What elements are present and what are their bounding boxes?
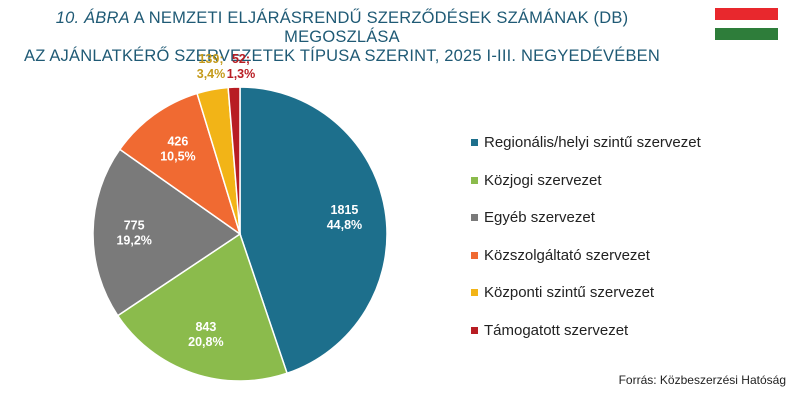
slice-label-kozponti: 139; 3,4% [197, 52, 226, 81]
slice-value-kozponti: 139; [198, 52, 223, 66]
slice-value-egyeb: 775 [124, 219, 145, 233]
title-line2: AZ AJÁNLATKÉRŐ SZERVEZETEK TÍPUSA SZERIN… [23, 47, 660, 65]
legend-swatch-tamogatott [471, 326, 478, 334]
legend-label-egyeb: Egyéb szervezet [484, 209, 595, 227]
legend-item-tamogatott: Támogatott szervezet [471, 312, 701, 350]
pie-slice-regionalis [239, 86, 388, 375]
slice-percent-egyeb: 19,2% [116, 234, 151, 248]
slice-label-tamogatott: 52; 1,3% [227, 52, 256, 81]
legend-label-kozponti: Központi szintű szervezet [484, 284, 655, 302]
slice-label-kozjogi: 843 20,8% [188, 320, 223, 349]
legend-label-kozszolgaltato: Közszolgáltató szervezet [484, 246, 650, 264]
slice-percent-kozszolgaltato: 10,5% [160, 149, 195, 163]
pie-slice-kozjogi [116, 232, 288, 382]
slice-value-tamogatott: 52; [232, 52, 250, 66]
slice-value-kozszolgaltato: 426 [167, 134, 188, 148]
flag-stripe-green [715, 28, 778, 40]
legend-swatch-egyeb [471, 214, 478, 222]
source-note: Forrás: Közbeszerzési Hatóság [618, 373, 786, 387]
slice-label-regionalis: 1815 44,8% [327, 203, 362, 232]
slice-value-regionalis: 1815 [331, 203, 359, 217]
legend-swatch-kozponti [471, 289, 478, 297]
chart-title: 10. ÁBRA A NEMZETI ELJÁRÁSRENDŰ SZERZŐDÉ… [12, 9, 672, 66]
legend-label-kozjogi: Közjogi szervezet [484, 171, 602, 189]
slice-label-kozszolgaltato: 426 10,5% [160, 134, 195, 163]
legend-label-regionalis: Regionális/helyi szintű szervezet [484, 134, 701, 152]
title-line1: A NEMZETI ELJÁRÁSRENDŰ SZERZŐDÉSEK SZÁMÁ… [129, 9, 629, 46]
title-number: 10. ÁBRA [55, 9, 130, 27]
legend-item-kozjogi: Közjogi szervezet [471, 162, 701, 200]
flag-stripe-white [715, 20, 778, 28]
legend-item-regionalis: Regionális/helyi szintű szervezet [471, 124, 701, 162]
legend-item-egyeb: Egyéb szervezet [471, 199, 701, 237]
legend-swatch-kozszolgaltato [471, 251, 478, 259]
slice-percent-regionalis: 44,8% [327, 218, 362, 232]
pie-slice-egyeb [92, 148, 242, 317]
legend-item-kozponti: Központi szintű szervezet [471, 274, 701, 312]
pie-slice-tamogatott [227, 86, 241, 235]
slice-label-egyeb: 775 19,2% [116, 219, 151, 248]
chart-legend: Regionális/helyi szintű szervezet Közjogi… [471, 124, 701, 349]
legend-swatch-kozjogi [471, 176, 478, 184]
pie-slice-kozszolgaltato [118, 92, 242, 236]
legend-label-tamogatott: Támogatott szervezet [484, 321, 629, 339]
slice-percent-kozjogi: 20,8% [188, 335, 223, 349]
legend-item-kozszolgaltato: Közszolgáltató szervezet [471, 237, 701, 275]
legend-swatch-regionalis [471, 139, 478, 147]
slice-percent-kozponti: 3,4% [197, 67, 226, 81]
hungarian-flag-icon [715, 8, 778, 40]
slice-value-kozjogi: 843 [195, 320, 216, 334]
slice-percent-tamogatott: 1,3% [227, 67, 256, 81]
flag-stripe-red [715, 8, 778, 20]
